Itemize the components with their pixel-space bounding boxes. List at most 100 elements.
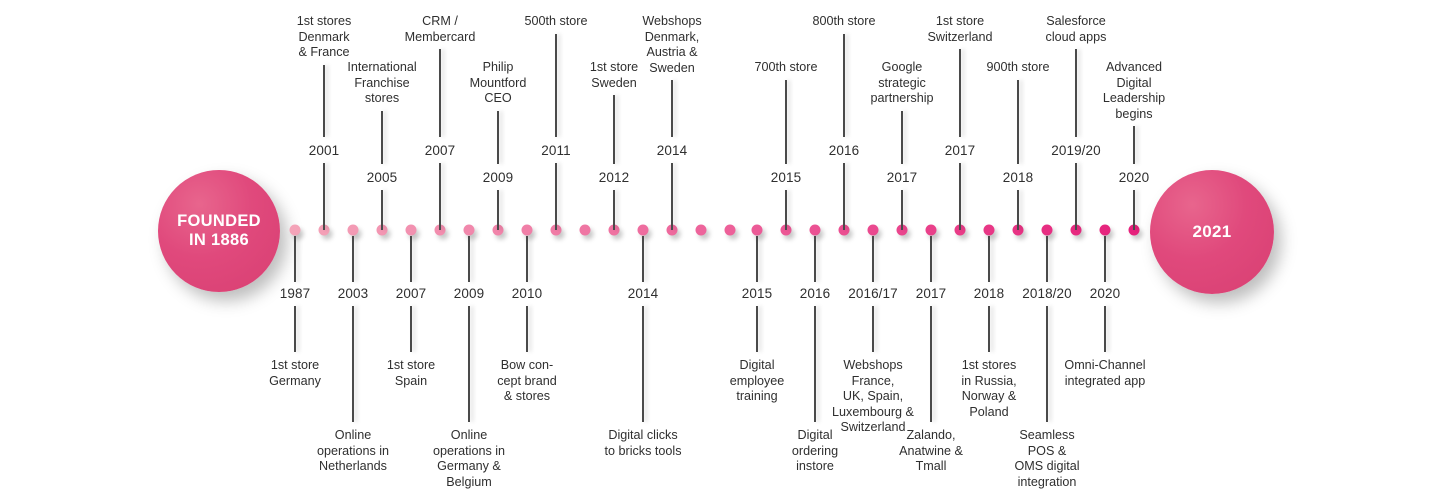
timeline-event-label: Seamless POS & OMS digital integration (1014, 428, 1080, 489)
timeline-dot (289, 224, 301, 236)
timeline-stem (381, 110, 383, 164)
timeline-year-label: 2017 (944, 143, 976, 158)
timeline-dot-filler (695, 224, 707, 236)
timeline-dot-filler (579, 224, 591, 236)
timeline-dot (954, 224, 966, 236)
timeline-dot (318, 224, 330, 236)
timeline-year-label: 2020 (1089, 286, 1121, 301)
timeline-event-label: 1st store Germany (269, 358, 321, 388)
timeline-stem (613, 190, 615, 230)
timeline-stem (756, 306, 758, 352)
timeline-year-label: 2017 (886, 170, 918, 185)
timeline-event-label: 500th store (524, 14, 588, 28)
timeline-event-label: Digital clicks to bricks tools (604, 428, 682, 458)
timeline-dot (434, 224, 446, 236)
timeline-year-label: 2007 (395, 286, 427, 301)
timeline-year-label: 2018 (973, 286, 1005, 301)
timeline-year-label: 2015 (770, 170, 802, 185)
founded-badge: FOUNDED IN 1886 (158, 170, 280, 292)
timeline-stem (756, 236, 758, 282)
timeline-dot (1128, 224, 1140, 236)
timeline-event-label: Bow con- cept brand & stores (497, 358, 557, 404)
timeline-stem (930, 306, 932, 422)
timeline-event-label: CRM / Membercard (404, 14, 476, 44)
timeline-stem (555, 163, 557, 230)
timeline-event-label: 700th store (754, 60, 818, 74)
timeline-stem (381, 190, 383, 230)
timeline-event-label: 1st stores Denmark & France (296, 14, 352, 60)
timeline-stem (843, 163, 845, 230)
timeline-dot (666, 224, 678, 236)
timeline-stem (410, 306, 412, 352)
timeline-stem (526, 236, 528, 282)
timeline-stem (1046, 306, 1048, 422)
timeline-event-label: Philip Mountford CEO (469, 60, 527, 106)
timeline-year-label: 2015 (741, 286, 773, 301)
timeline-dot-filler (724, 224, 736, 236)
year-2021-badge-label: 2021 (1192, 221, 1232, 241)
timeline-stem (671, 163, 673, 230)
timeline-event-label: Webshops Denmark, Austria & Sweden (642, 14, 702, 75)
timeline-stem (439, 163, 441, 230)
timeline-year-label: 2020 (1118, 170, 1150, 185)
timeline-stem (1017, 79, 1019, 164)
founded-badge-line1: FOUNDED (177, 211, 261, 230)
timeline-stem (642, 236, 644, 282)
timeline-stem (642, 306, 644, 422)
timeline-stem (901, 110, 903, 164)
timeline-stem (294, 306, 296, 352)
timeline-dot (376, 224, 388, 236)
timeline-event-label: 1st store Switzerland (927, 14, 993, 44)
timeline-stem (959, 163, 961, 230)
timeline-stem (1133, 126, 1135, 164)
timeline-dot (983, 224, 995, 236)
timeline-stem (323, 64, 325, 137)
timeline-stem (555, 33, 557, 137)
timeline-year-label: 2014 (627, 286, 659, 301)
timeline-stem (671, 80, 673, 137)
timeline-dot (896, 224, 908, 236)
timeline-event-label: Digital ordering instore (791, 428, 839, 474)
timeline-year-label: 2009 (453, 286, 485, 301)
timeline-dot (838, 224, 850, 236)
timeline-stem (294, 236, 296, 282)
timeline-dot (492, 224, 504, 236)
timeline-stem (988, 236, 990, 282)
timeline-event-label: Salesforce cloud apps (1045, 14, 1107, 44)
timeline-year-label: 2019/20 (1051, 143, 1101, 158)
timeline-dot (867, 224, 879, 236)
timeline-event-label: 1st store Spain (386, 358, 436, 388)
timeline-dot (550, 224, 562, 236)
timeline-year-label: 2016 (799, 286, 831, 301)
timeline-year-label: 2018/20 (1022, 286, 1072, 301)
timeline-stem (613, 95, 615, 164)
year-2021-badge: 2021 (1150, 170, 1274, 294)
timeline-year-label: 2010 (511, 286, 543, 301)
timeline-stem (901, 190, 903, 230)
timeline-stem (410, 236, 412, 282)
timeline-year-label: 2011 (541, 143, 571, 158)
timeline-dot (925, 224, 937, 236)
timeline-stem (930, 236, 932, 282)
timeline-year-label: 2016/17 (848, 286, 898, 301)
timeline-year-label: 1987 (279, 286, 311, 301)
timeline-year-label: 2005 (366, 170, 398, 185)
founded-badge-label: FOUNDED IN 1886 (177, 212, 261, 251)
timeline-year-label: 2003 (337, 286, 369, 301)
timeline-stem (497, 110, 499, 164)
timeline-year-label: 2012 (598, 170, 630, 185)
timeline-dot (780, 224, 792, 236)
timeline-stem (1017, 190, 1019, 230)
timeline-stem (1046, 236, 1048, 282)
timeline-dot (751, 224, 763, 236)
timeline-stem (352, 236, 354, 282)
timeline-dot (1099, 224, 1111, 236)
timeline-year-label: 2017 (915, 286, 947, 301)
timeline-event-label: 1st store Sweden (589, 60, 639, 90)
timeline-event-label: 800th store (812, 14, 876, 28)
timeline-event-label: Webshops France, UK, Spain, Luxembourg &… (832, 358, 914, 435)
timeline-stem (843, 33, 845, 137)
timeline-dot (1012, 224, 1024, 236)
timeline-dot (347, 224, 359, 236)
